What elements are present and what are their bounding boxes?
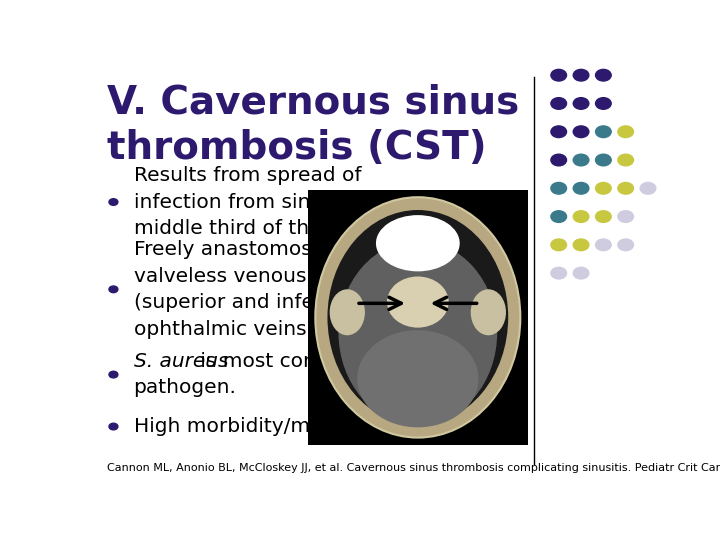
Circle shape: [595, 183, 611, 194]
Text: pathogen.: pathogen.: [133, 379, 236, 397]
Ellipse shape: [328, 210, 508, 425]
Circle shape: [595, 98, 611, 109]
Circle shape: [109, 199, 118, 205]
Bar: [307, 190, 528, 446]
Circle shape: [551, 183, 567, 194]
Circle shape: [551, 267, 567, 279]
Circle shape: [595, 154, 611, 166]
Circle shape: [595, 69, 611, 81]
Circle shape: [573, 98, 589, 109]
Circle shape: [595, 211, 611, 222]
Circle shape: [618, 239, 634, 251]
Ellipse shape: [357, 330, 478, 427]
Text: Freely anastomosing,
valveless venous system
(superior and inferior
ophthalmic v: Freely anastomosing, valveless venous sy…: [133, 240, 385, 339]
Circle shape: [109, 371, 118, 378]
Circle shape: [551, 211, 567, 222]
Circle shape: [595, 126, 611, 138]
Circle shape: [618, 126, 634, 138]
Text: V. Cavernous sinus
thrombosis (CST): V. Cavernous sinus thrombosis (CST): [107, 84, 519, 167]
Circle shape: [618, 154, 634, 166]
Circle shape: [551, 239, 567, 251]
Ellipse shape: [387, 276, 449, 328]
Circle shape: [618, 211, 634, 222]
Ellipse shape: [330, 289, 365, 335]
Circle shape: [551, 69, 567, 81]
Circle shape: [109, 286, 118, 293]
Text: Cannon ML, Anonio BL, McCloskey JJ, et al. Cavernous sinus thrombosis complicati: Cannon ML, Anonio BL, McCloskey JJ, et a…: [107, 463, 720, 473]
Circle shape: [573, 69, 589, 81]
Circle shape: [573, 267, 589, 279]
Ellipse shape: [338, 241, 498, 425]
Ellipse shape: [376, 215, 459, 272]
Circle shape: [573, 239, 589, 251]
Circle shape: [573, 211, 589, 222]
Circle shape: [618, 183, 634, 194]
Circle shape: [573, 126, 589, 138]
Circle shape: [573, 183, 589, 194]
Circle shape: [573, 154, 589, 166]
Text: is most common: is most common: [194, 352, 367, 371]
Circle shape: [595, 239, 611, 251]
Circle shape: [109, 423, 118, 430]
Text: Results from spread of
infection from sinuses or
middle third of the face.: Results from spread of infection from si…: [133, 166, 383, 238]
Text: High morbidity/mortality.: High morbidity/mortality.: [133, 417, 385, 436]
Circle shape: [640, 183, 656, 194]
Circle shape: [551, 98, 567, 109]
Circle shape: [551, 154, 567, 166]
Text: S. aureus: S. aureus: [133, 352, 228, 371]
Ellipse shape: [471, 289, 506, 335]
Circle shape: [551, 126, 567, 138]
Ellipse shape: [315, 197, 521, 437]
